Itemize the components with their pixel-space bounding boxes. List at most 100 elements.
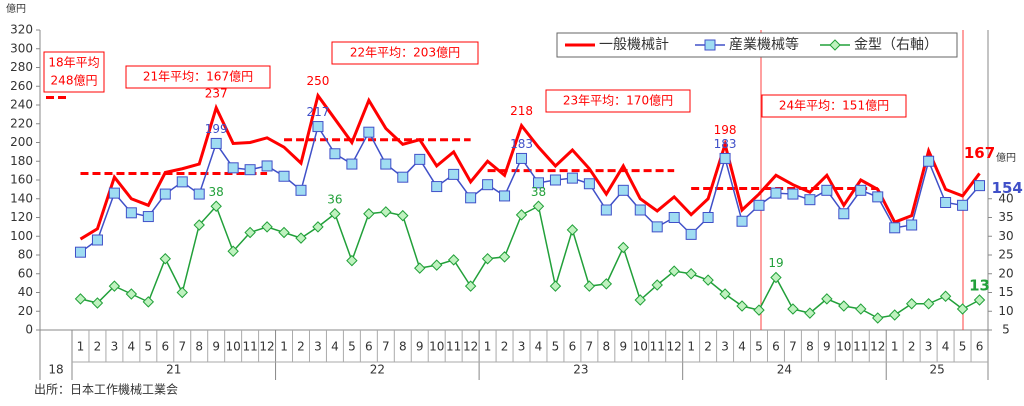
point: [515, 209, 528, 221]
x-tick-label: 11: [446, 340, 461, 354]
point: [888, 309, 901, 321]
group-label: 22: [370, 363, 385, 377]
point: [329, 148, 341, 160]
point: [447, 254, 460, 266]
point: [957, 199, 969, 211]
group-label: 24: [777, 363, 792, 377]
point: [753, 304, 765, 316]
x-tick-label: 6: [365, 340, 373, 354]
y-tick-label: 160: [10, 173, 33, 187]
point: [770, 271, 782, 284]
y-tick-label: 140: [10, 191, 33, 205]
point: [142, 296, 155, 308]
point: [974, 180, 986, 192]
point: [549, 174, 561, 186]
x-tick-label: 9: [619, 340, 627, 354]
point: [159, 188, 171, 200]
y-unit: 億円: [6, 2, 26, 15]
point: [804, 194, 816, 206]
point: [634, 294, 646, 306]
x-tick-label: 4: [942, 340, 950, 354]
legend-marker: [704, 39, 716, 51]
average-label: 21年平均：167億円: [143, 70, 253, 84]
point: [414, 153, 426, 165]
point: [549, 280, 562, 292]
y2-tick-label: 15: [998, 285, 1013, 299]
average-box: [125, 65, 271, 89]
x-tick-label: 2: [908, 340, 916, 354]
y2-unit: 億円: [996, 151, 1016, 164]
point: [939, 290, 952, 302]
y-tick-label: 80: [18, 248, 33, 262]
point: [889, 222, 901, 234]
point: [482, 179, 494, 191]
x-tick-label: 5: [348, 340, 356, 354]
value-label: 19: [768, 256, 783, 270]
point: [532, 200, 545, 212]
y-tick-label: 100: [10, 229, 33, 243]
point: [448, 168, 460, 180]
x-tick-label: 10: [633, 340, 648, 354]
x-tick-label: 3: [314, 340, 322, 354]
point: [906, 219, 918, 231]
group-label: 25: [929, 363, 944, 377]
point: [278, 226, 290, 239]
x-tick-label: 7: [586, 340, 594, 354]
point: [108, 280, 121, 292]
average-label: 23年平均：170億円: [563, 94, 673, 108]
value-label: 217: [307, 105, 330, 119]
x-tick-label: 7: [789, 340, 797, 354]
average-box: [331, 41, 479, 65]
point: [516, 152, 528, 164]
x-tick-label: 12: [870, 340, 885, 354]
legend-label: 産業機械等: [729, 36, 799, 53]
value-label: 183: [510, 137, 533, 151]
x-tick-label: 11: [650, 340, 665, 354]
x-tick-label: 10: [836, 340, 851, 354]
y-tick-label: 40: [18, 285, 33, 299]
point: [295, 184, 307, 196]
x-tick-label: 6: [976, 340, 984, 354]
x-tick-label: 2: [501, 340, 509, 354]
point: [210, 200, 222, 212]
y2-tick-label: 5: [1002, 323, 1010, 337]
value-label: 154: [992, 179, 1023, 197]
x-tick-label: 3: [111, 340, 119, 354]
point: [278, 170, 290, 182]
point: [414, 262, 426, 274]
y-tick-label: 280: [10, 60, 33, 74]
y-tick-label: 260: [10, 79, 33, 93]
point: [91, 297, 104, 309]
point: [753, 199, 765, 211]
x-tick-label: 11: [242, 340, 257, 354]
point: [244, 164, 256, 176]
point: [431, 181, 443, 193]
point: [397, 171, 409, 183]
point: [956, 303, 969, 315]
point: [227, 162, 239, 174]
x-tick-label: 6: [569, 340, 577, 354]
y2-tick-label: 10: [998, 304, 1013, 318]
point: [74, 293, 87, 305]
point: [668, 265, 680, 277]
x-tick-label: 1: [687, 340, 695, 354]
x-tick-label: 4: [331, 340, 339, 354]
point: [397, 209, 409, 222]
point: [380, 158, 392, 170]
average-box: [43, 51, 105, 93]
point: [193, 219, 205, 231]
point: [905, 298, 918, 310]
point: [838, 208, 850, 220]
point: [159, 253, 172, 265]
x-tick-label: 10: [226, 340, 241, 354]
x-tick-label: 4: [128, 340, 136, 354]
x-tick-label: 9: [416, 340, 424, 354]
point: [91, 234, 103, 246]
y2-tick-label: 20: [998, 266, 1013, 280]
point: [125, 288, 138, 300]
source: 出所：日本工作機械工業会: [34, 382, 178, 397]
point: [651, 221, 663, 233]
value-label: 38: [531, 185, 546, 199]
point: [804, 307, 816, 319]
